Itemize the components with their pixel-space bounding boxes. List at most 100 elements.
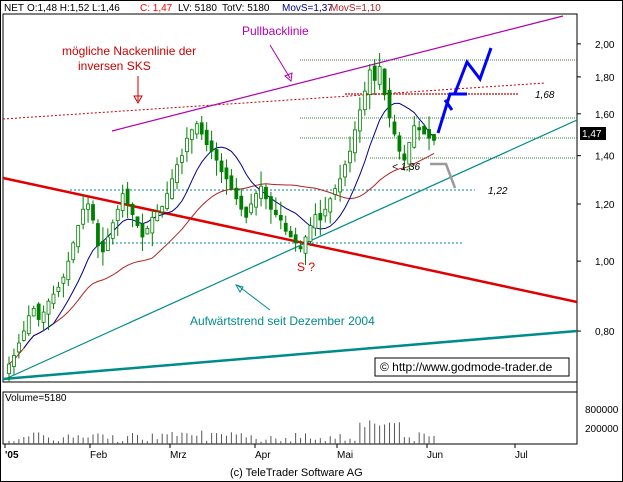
candle-body <box>412 125 417 148</box>
candle-body <box>259 185 263 199</box>
candle-body <box>308 225 313 242</box>
candlestick-series <box>7 52 436 383</box>
neckline <box>2 82 546 120</box>
candle-body <box>165 193 170 209</box>
candle-body <box>105 236 110 251</box>
candle-body <box>229 175 234 190</box>
candle-body <box>204 129 209 146</box>
copyright-box <box>374 357 570 377</box>
candle-body <box>189 129 194 140</box>
candle-body <box>130 203 135 216</box>
moving-average-long <box>8 152 435 365</box>
candle-body <box>61 276 66 284</box>
copyright-url[interactable]: © http://www.godmode-trader.de <box>380 360 553 374</box>
candle-body <box>36 303 41 320</box>
candle-body <box>86 203 90 210</box>
volume-tick-200000: 200000 <box>585 424 619 435</box>
candle-body <box>71 242 76 261</box>
level-136-label: < 1,36 <box>392 162 421 173</box>
candle-body <box>214 149 219 161</box>
candle-body <box>288 230 293 238</box>
y-axis-ticks: 2,00 1,80 1,60 1,40 1,20 1,00 0,80 <box>577 40 615 338</box>
candle-body <box>234 187 239 200</box>
candle-body <box>170 178 174 199</box>
candle-body <box>353 129 357 154</box>
candle-body <box>269 196 273 210</box>
last-price-label: 1,47 <box>582 129 602 140</box>
x-tick-label: '05 <box>5 450 19 461</box>
candle-body <box>175 164 179 183</box>
x-tick-label: Feb <box>90 450 108 461</box>
candle-body <box>293 234 298 244</box>
candle-body <box>249 203 254 214</box>
candle-body <box>244 206 249 218</box>
candle-body <box>343 164 347 178</box>
uptrend-line <box>2 119 578 381</box>
candle-body <box>46 300 51 315</box>
candle-body <box>323 208 328 217</box>
header-last-volume: LV: 5180 <box>178 3 217 14</box>
candle-body <box>357 109 362 132</box>
long-trend-line <box>2 329 578 381</box>
candle-body <box>377 66 382 85</box>
candle-body <box>81 208 86 225</box>
candle-body <box>160 206 165 213</box>
footer-copyright: (c) TeleTrader Software AG <box>230 467 363 479</box>
candle-body <box>56 286 61 292</box>
candle-body <box>145 228 150 235</box>
level-168-label: 1,68 <box>535 90 555 101</box>
candle-body <box>402 153 407 161</box>
candle-body <box>264 186 268 200</box>
x-tick-label: Jul <box>515 450 528 461</box>
candle-body <box>427 129 431 139</box>
header-movs-short: MovS=1,37 <box>282 3 333 14</box>
neckline-label-2: inversen SKS <box>78 59 151 73</box>
uptrend-arrow-head <box>234 284 244 293</box>
volume-bars <box>8 420 435 444</box>
candle-body <box>7 363 11 375</box>
pullback-arrow-shaft <box>269 44 291 79</box>
candle-body <box>16 342 21 353</box>
header-change: C: 1,47 <box>140 3 173 14</box>
y-tick-label: 1,20 <box>595 200 615 211</box>
volume-tick-800000: 800000 <box>585 405 619 416</box>
projection-path-a <box>436 92 467 134</box>
candle-body <box>21 330 26 341</box>
candle-body <box>26 315 31 334</box>
uptrend-arrow-shaft <box>236 284 271 311</box>
y-tick-label: 1,40 <box>595 152 615 163</box>
projection-path-c <box>453 47 493 94</box>
candle-body <box>135 216 140 227</box>
candle-body <box>333 188 338 195</box>
candle-body <box>338 178 343 193</box>
header-total-volume: TotV: 5180 <box>222 3 270 14</box>
candle-body <box>303 236 308 254</box>
candle-body <box>150 216 155 234</box>
moving-average-short <box>23 102 435 349</box>
candle-body <box>432 133 436 141</box>
candle-body <box>254 193 258 208</box>
last-price-box <box>580 127 606 140</box>
candle-body <box>120 193 125 211</box>
candle-body <box>31 307 36 317</box>
candle-body <box>185 137 189 153</box>
candle-body <box>224 167 229 180</box>
candle-body <box>283 222 288 232</box>
candle-body <box>100 241 105 253</box>
neckline-label: mögliche Nackenlinie der <box>62 44 196 58</box>
y-tick-label: 1,80 <box>595 73 615 84</box>
candle-body <box>155 211 160 222</box>
candle-body <box>273 209 278 216</box>
uptrend-label: Aufwärtstrend seit Dezember 2004 <box>190 314 375 328</box>
candle-body <box>125 188 130 205</box>
candle-body <box>392 121 397 135</box>
x-tick-label: Apr <box>255 450 271 461</box>
candle-body <box>372 65 377 81</box>
downtrend-line <box>2 176 578 304</box>
header-ohlc: O:1,48 H:1,52 L:1,46 <box>27 3 120 14</box>
y-tick-label: 2,00 <box>595 40 615 51</box>
candle-body <box>318 213 323 221</box>
candle-body <box>199 122 204 135</box>
